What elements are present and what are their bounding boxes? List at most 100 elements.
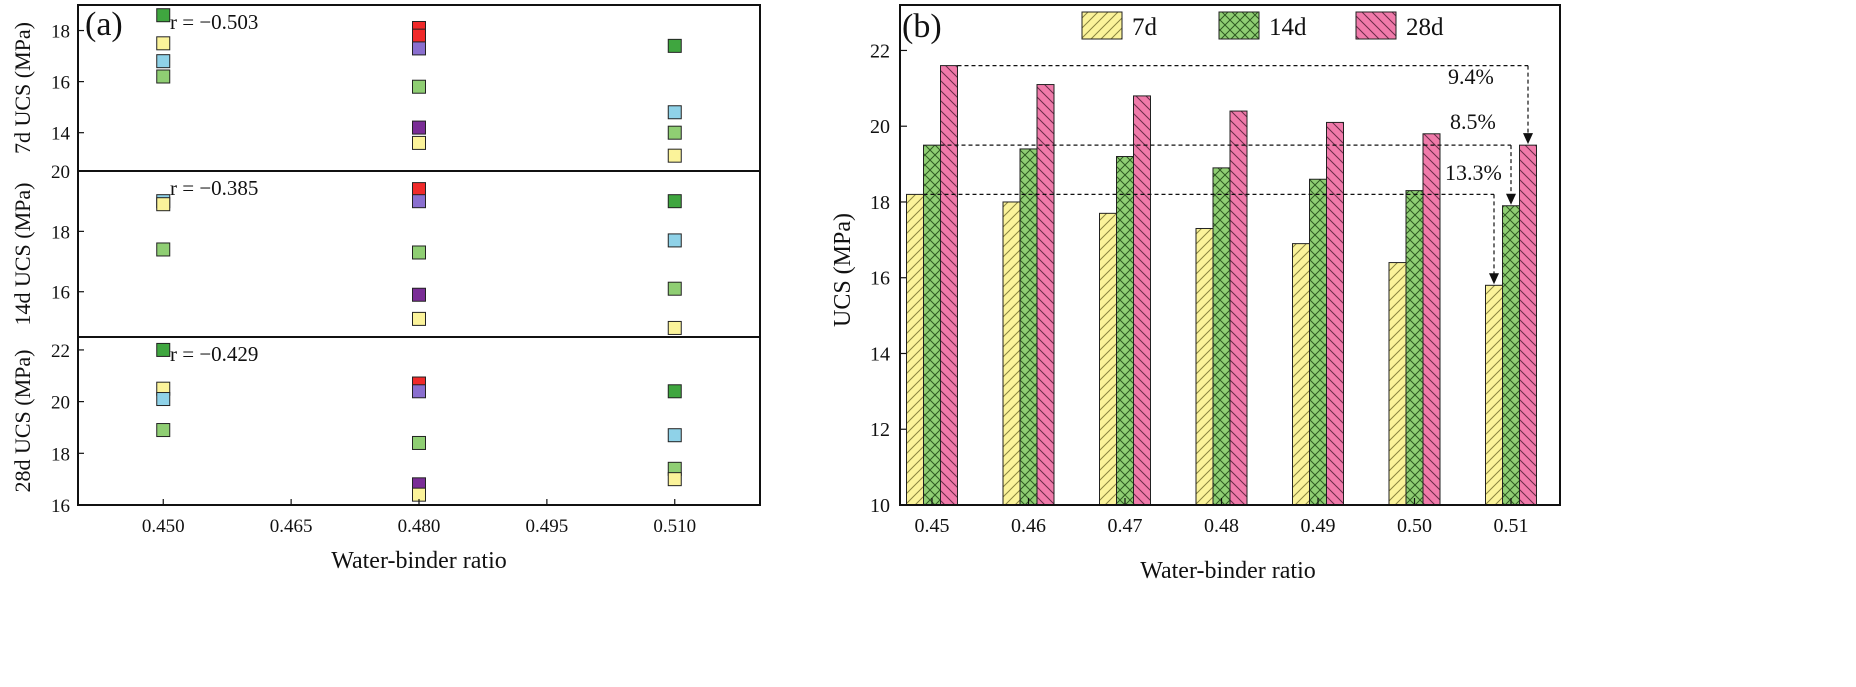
scatter-point [667, 233, 682, 248]
scatter-point [156, 242, 171, 257]
y-tick-label: 18 [51, 222, 70, 243]
y-axis-title: 28d UCS (MPa) [10, 349, 35, 492]
correlation-annotation: r = −0.503 [170, 10, 258, 34]
scatter-point [412, 28, 426, 43]
correlation-annotation: r = −0.385 [170, 176, 258, 200]
reduction-arrow [1489, 273, 1499, 285]
reduction-label: 9.4% [1448, 64, 1494, 89]
scatter-point [667, 281, 682, 296]
scatter-point [412, 435, 426, 450]
scatter-point [156, 423, 171, 438]
scatter-point [667, 472, 682, 487]
y-tick-label: 14 [51, 124, 71, 145]
bar [906, 193, 924, 506]
bar [940, 65, 958, 506]
y-tick-label: 18 [51, 444, 70, 465]
x-tick-label: 0.465 [270, 516, 313, 537]
panel-label-a: (a) [85, 6, 123, 43]
bar [1388, 262, 1407, 506]
bar [1002, 201, 1021, 506]
bar [1519, 144, 1537, 506]
scatter-point [412, 79, 426, 94]
scatter-point [667, 125, 682, 140]
scatter-point [667, 384, 682, 399]
reduction-arrow [1523, 133, 1533, 145]
scatter-point [412, 41, 426, 56]
reduction-arrow [1506, 193, 1516, 205]
y-tick-label: 18 [870, 192, 890, 214]
bar [1212, 167, 1231, 506]
x-tick-label: 0.51 [1494, 515, 1529, 537]
bar [1309, 178, 1327, 506]
reduction-label: 8.5% [1450, 109, 1496, 134]
y-tick-label: 16 [51, 283, 70, 304]
scatter-point [412, 311, 426, 326]
scatter-point [667, 320, 682, 335]
y-tick-label: 12 [870, 419, 890, 441]
scatter-point [667, 428, 682, 443]
bar [1405, 190, 1424, 506]
x-tick-label: 0.49 [1301, 515, 1336, 537]
x-tick-label: 0.48 [1204, 515, 1239, 537]
y-axis-title: 14d UCS (MPa) [10, 182, 35, 325]
bar [923, 144, 941, 506]
y-tick-label: 14 [870, 343, 890, 365]
scatter-point [412, 194, 426, 209]
y-tick-label: 20 [870, 116, 890, 138]
scatter-point [412, 384, 426, 399]
scatter-point [156, 197, 171, 212]
correlation-annotation: r = −0.429 [170, 342, 258, 366]
bar-content: 10 12 14 16 18 20 22 0.45 0.46 0.47 0.48 0.49 0.50 0.… [870, 4, 1561, 537]
scatter-point [412, 182, 426, 197]
scatter-point [412, 287, 426, 302]
scatter-content: 14 16 18 7d UCS (MPa) r = −0.503 16 18 20 14d UC… [10, 4, 761, 537]
scatter-point [667, 148, 682, 163]
panel-label-b: (b) [902, 8, 942, 45]
bar [1116, 156, 1134, 506]
bar [1422, 133, 1441, 506]
bar [1133, 95, 1151, 506]
x-axis-title-a: Water-binder ratio [331, 548, 507, 574]
scatter-point [156, 69, 171, 84]
legend-swatch [1355, 11, 1397, 40]
scatter-point [156, 392, 171, 407]
bar [1099, 212, 1117, 506]
bar [1485, 284, 1503, 506]
scatter-point [667, 38, 682, 53]
bar [1195, 227, 1214, 506]
y-tick-label: 22 [51, 341, 70, 362]
x-tick-label: 0.510 [653, 516, 696, 537]
legend-label: 7d [1132, 14, 1158, 41]
legend-label: 14d [1269, 14, 1307, 41]
y-tick-label: 16 [51, 496, 70, 517]
legend-label: 28d [1406, 14, 1444, 41]
bar [1229, 110, 1248, 506]
scatter-point [156, 342, 171, 357]
x-tick-label: 0.495 [526, 516, 569, 537]
scatter-point [667, 105, 682, 120]
y-tick-label: 20 [51, 393, 70, 414]
legend-swatch [1218, 11, 1260, 40]
scatter-point [412, 120, 426, 135]
y-tick-label: 20 [51, 162, 70, 183]
bar [1502, 205, 1520, 506]
bar [1292, 243, 1310, 506]
x-axis-title-b: Water-binder ratio [1140, 558, 1316, 584]
x-tick-label: 0.480 [398, 516, 441, 537]
x-tick-label: 0.47 [1108, 515, 1143, 537]
bar-panel: (b) 10 12 14 16 18 20 22 0.45 0.46 0.47 0.48 0.49 0.… [830, 4, 1561, 584]
bar [1326, 121, 1344, 506]
legend-swatch [1081, 11, 1123, 40]
y-axis-title: 7d UCS (MPa) [10, 22, 35, 154]
x-tick-label: 0.45 [915, 515, 950, 537]
plot-frame [899, 4, 1561, 506]
scatter-point [412, 245, 426, 260]
reduction-label: 13.3% [1445, 160, 1502, 185]
y-tick-label: 16 [870, 268, 890, 290]
bar [1019, 148, 1038, 506]
scatter-point [667, 194, 682, 209]
y-axis-title-b: UCS (MPa) [830, 213, 856, 327]
y-tick-label: 10 [870, 495, 890, 517]
